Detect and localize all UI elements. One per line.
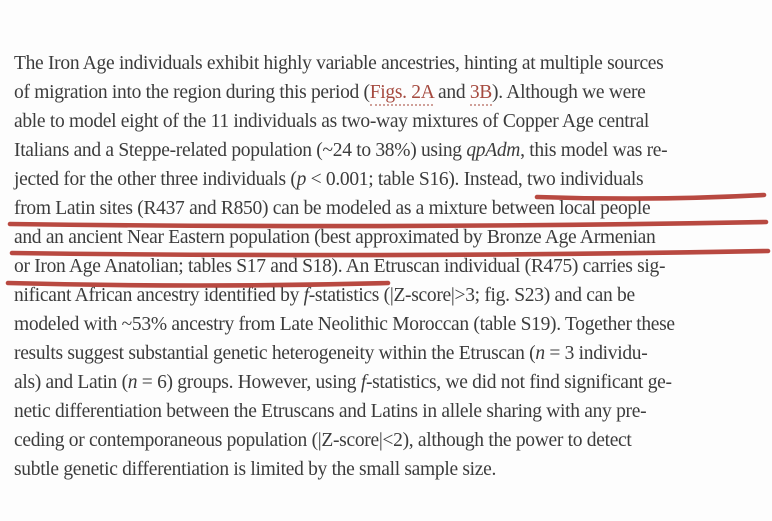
text-run: -statistics (|Z-score|>3; fig. S23) and …: [308, 285, 635, 306]
paragraph-line: jected for the other three individuals (…: [14, 165, 766, 194]
text-run: netic differentiation between the Etrusc…: [14, 401, 647, 422]
italic-term: f: [360, 372, 366, 393]
text-run: of migration into the region during this…: [14, 82, 370, 103]
paragraph-line: nificant African ancestry identified by …: [14, 281, 766, 310]
italic-term: qpAdm: [466, 140, 521, 161]
italic-term: n: [127, 372, 138, 393]
paragraph-line: or Iron Age Anatolian; tables S17 and S1…: [14, 252, 766, 281]
text-run: nificant African ancestry identified by: [14, 285, 304, 306]
text-run: = 3 individu-: [544, 343, 648, 364]
paragraph-line: of migration into the region during this…: [14, 78, 766, 107]
paragraph-line: als) and Latin (n = 6) groups. However, …: [14, 368, 766, 397]
text-run: < 0.001; table S16). Instead, two indivi…: [306, 169, 644, 190]
text-run: and an ancient Near Eastern population (…: [14, 227, 656, 248]
text-run: able to model eight of the 11 individual…: [14, 111, 650, 132]
text-run: from Latin sites (R437 and R850) can be …: [14, 198, 651, 219]
paragraph-line: ceding or contemporaneous population (|Z…: [14, 426, 766, 455]
paragraph-line: Italians and a Steppe-related population…: [14, 136, 766, 165]
text-run: or Iron Age Anatolian; tables S17 and S1…: [14, 256, 666, 277]
paragraph-line: from Latin sites (R437 and R850) can be …: [14, 194, 766, 223]
paragraph-line: able to model eight of the 11 individual…: [14, 107, 766, 136]
paragraph-line: The Iron Age individuals exhibit highly …: [14, 49, 766, 78]
text-run: , this model was re-: [520, 140, 668, 161]
text-run: als) and Latin (: [14, 372, 128, 393]
text-run: and: [433, 82, 470, 103]
text-run: ceding or contemporaneous population (|Z…: [14, 430, 632, 451]
paragraph-line: modeled with ~53% ancestry from Late Neo…: [14, 310, 766, 339]
italic-term: p: [296, 169, 307, 190]
text-run: subtle genetic differentiation is limite…: [14, 459, 497, 480]
paragraph: The Iron Age individuals exhibit highly …: [14, 49, 766, 484]
italic-term: f: [303, 285, 309, 306]
text-run: = 6) groups. However, using: [137, 372, 361, 393]
text-run: results suggest substantial genetic hete…: [14, 343, 536, 364]
text-run: Italians and a Steppe-related population…: [14, 140, 467, 161]
text-run: ). Although we were: [492, 82, 646, 103]
paragraph-line: subtle genetic differentiation is limite…: [14, 455, 766, 484]
paragraph-line: and an ancient Near Eastern population (…: [14, 223, 766, 252]
text-run: jected for the other three individuals (: [14, 169, 297, 190]
text-run: The Iron Age individuals exhibit highly …: [14, 53, 664, 74]
figure-link[interactable]: Figs. 2A: [369, 82, 434, 106]
figure-link[interactable]: 3B: [469, 82, 492, 106]
paragraph-line: results suggest substantial genetic hete…: [14, 339, 766, 368]
paragraph-line: netic differentiation between the Etrusc…: [14, 397, 766, 426]
text-run: modeled with ~53% ancestry from Late Neo…: [14, 314, 675, 335]
italic-term: n: [535, 343, 545, 364]
text-run: -statistics, we did not find significant…: [365, 372, 672, 393]
